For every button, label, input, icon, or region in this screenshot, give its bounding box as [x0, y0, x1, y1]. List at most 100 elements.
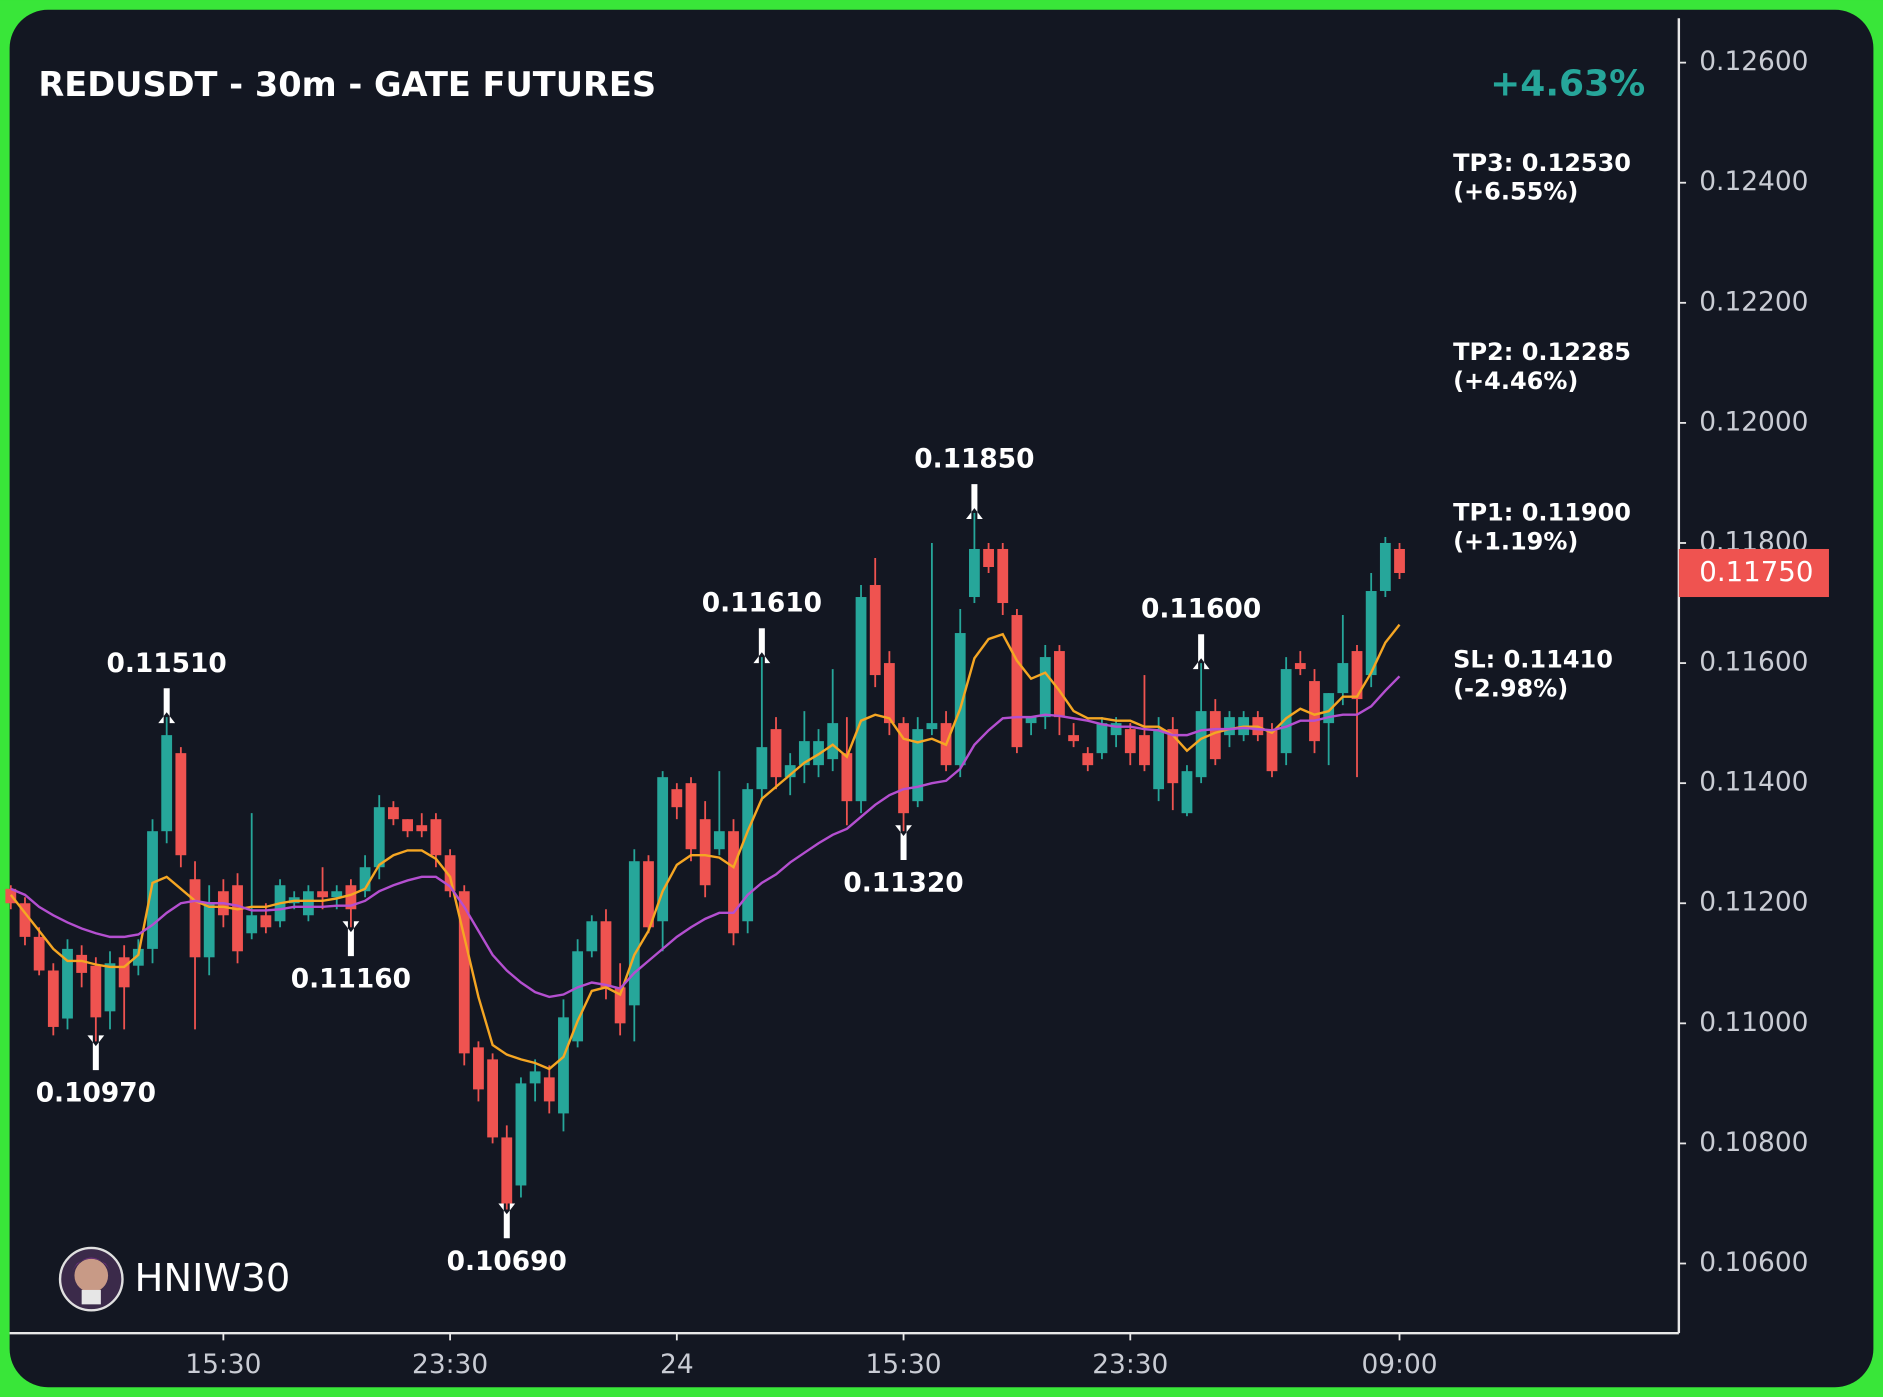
avatar-body: [81, 1289, 101, 1305]
candle-body: [444, 855, 456, 892]
candle-body: [883, 663, 895, 724]
candle-body: [345, 885, 357, 910]
candle-body: [926, 723, 938, 730]
annotation-arrow: [895, 825, 912, 861]
candle-body: [402, 819, 413, 832]
candle-body: [671, 789, 683, 808]
watermark: HNIW30: [135, 1256, 291, 1301]
candle-body: [501, 1137, 513, 1204]
candle-body: [1309, 681, 1320, 742]
y-tick-label: 0.11400: [1699, 767, 1808, 798]
annotation-arrow: [753, 628, 771, 664]
candle-body: [1224, 717, 1235, 736]
candle-body: [912, 729, 924, 802]
tp-label: TP2: 0.12285: [1453, 338, 1631, 366]
candle-body: [1209, 711, 1221, 760]
candle-body: [529, 1071, 541, 1084]
candle-body: [19, 903, 31, 937]
candle-body: [969, 548, 980, 598]
annotation-label: 0.10970: [36, 1078, 156, 1109]
candle-body: [558, 1017, 569, 1114]
candle-body: [1365, 591, 1377, 676]
y-tick-label: 0.11000: [1699, 1007, 1808, 1038]
candle-body: [473, 1047, 484, 1090]
candle-body: [1323, 693, 1335, 724]
candles: [5, 512, 1405, 1210]
candle-body: [317, 891, 328, 898]
candle-body: [1039, 657, 1051, 718]
annotation-label: 0.11600: [1141, 594, 1261, 625]
candle-body: [685, 783, 697, 850]
candle-body: [841, 753, 853, 802]
candle-body: [643, 861, 654, 928]
candle-body: [1195, 711, 1207, 778]
avatar-hair: [72, 1257, 111, 1271]
candle-body: [161, 735, 173, 832]
candle-body: [260, 915, 272, 928]
annotation-label: 0.11320: [843, 868, 963, 899]
candle-body: [132, 948, 144, 966]
candle-body: [983, 548, 994, 568]
candle-body: [373, 807, 385, 868]
candle-body: [1181, 771, 1193, 814]
candle-body: [515, 1083, 527, 1186]
avatar-face: [74, 1258, 109, 1293]
candle-body: [600, 921, 612, 988]
tp-change: (+6.55%): [1453, 178, 1578, 206]
candle-body: [104, 963, 116, 1012]
tp-label: TP1: 0.11900: [1453, 499, 1631, 527]
candle-body: [232, 885, 243, 952]
candle-body: [76, 954, 88, 973]
tp-change: (+1.19%): [1453, 527, 1578, 555]
candle-body: [1139, 735, 1150, 766]
y-tick-label: 0.10600: [1699, 1247, 1808, 1278]
candle-body: [1266, 729, 1278, 772]
candle-body: [699, 819, 711, 886]
candle-body: [90, 965, 102, 1018]
candle-body: [458, 891, 470, 1054]
candle-body: [784, 765, 796, 778]
candle-body: [543, 1077, 555, 1102]
annotation-arrow: [87, 1035, 105, 1071]
target-change: +4.63%: [1490, 63, 1645, 104]
x-tick-label: 23:30: [412, 1349, 488, 1380]
candle-body: [1294, 663, 1306, 670]
candle-body: [770, 729, 782, 778]
candle-body: [1096, 723, 1108, 754]
candle-body: [827, 723, 839, 760]
candle-body: [1337, 663, 1349, 694]
annotation-label: 0.11510: [107, 648, 227, 679]
candle-body: [713, 831, 725, 850]
y-tick-label: 0.11200: [1699, 887, 1808, 918]
candle-body: [614, 987, 626, 1024]
x-tick-label: 09:00: [1361, 1349, 1437, 1380]
tp-label: TP3: 0.12530: [1453, 149, 1631, 177]
annotation-label: 0.11160: [291, 964, 411, 995]
candle-body: [33, 936, 45, 971]
candle-body: [1082, 753, 1094, 766]
x-tick-label: 24: [660, 1349, 694, 1380]
candle-body: [586, 921, 598, 952]
candle-body: [1025, 717, 1037, 724]
tp-change: (+4.46%): [1453, 367, 1578, 395]
candle-body: [1011, 615, 1023, 748]
x-tick-label: 15:30: [865, 1349, 941, 1380]
candle-body: [855, 597, 867, 802]
ma-line: [10, 675, 1401, 999]
sl-change: (-2.98%): [1453, 674, 1568, 702]
candle-body: [798, 741, 810, 766]
candle-body: [728, 831, 739, 934]
y-tick-label: 0.12400: [1699, 166, 1808, 197]
candle-body: [487, 1059, 499, 1138]
candle-body: [430, 819, 442, 856]
candle-body: [997, 548, 1009, 604]
annotation-arrow: [498, 1203, 516, 1239]
candle-body: [416, 825, 428, 832]
candle-body: [1394, 548, 1405, 574]
annotation-arrow: [1192, 634, 1210, 670]
candle-body: [388, 807, 399, 820]
last-price-label: 0.11750: [1699, 555, 1813, 588]
moving-averages: [9, 623, 1401, 1071]
